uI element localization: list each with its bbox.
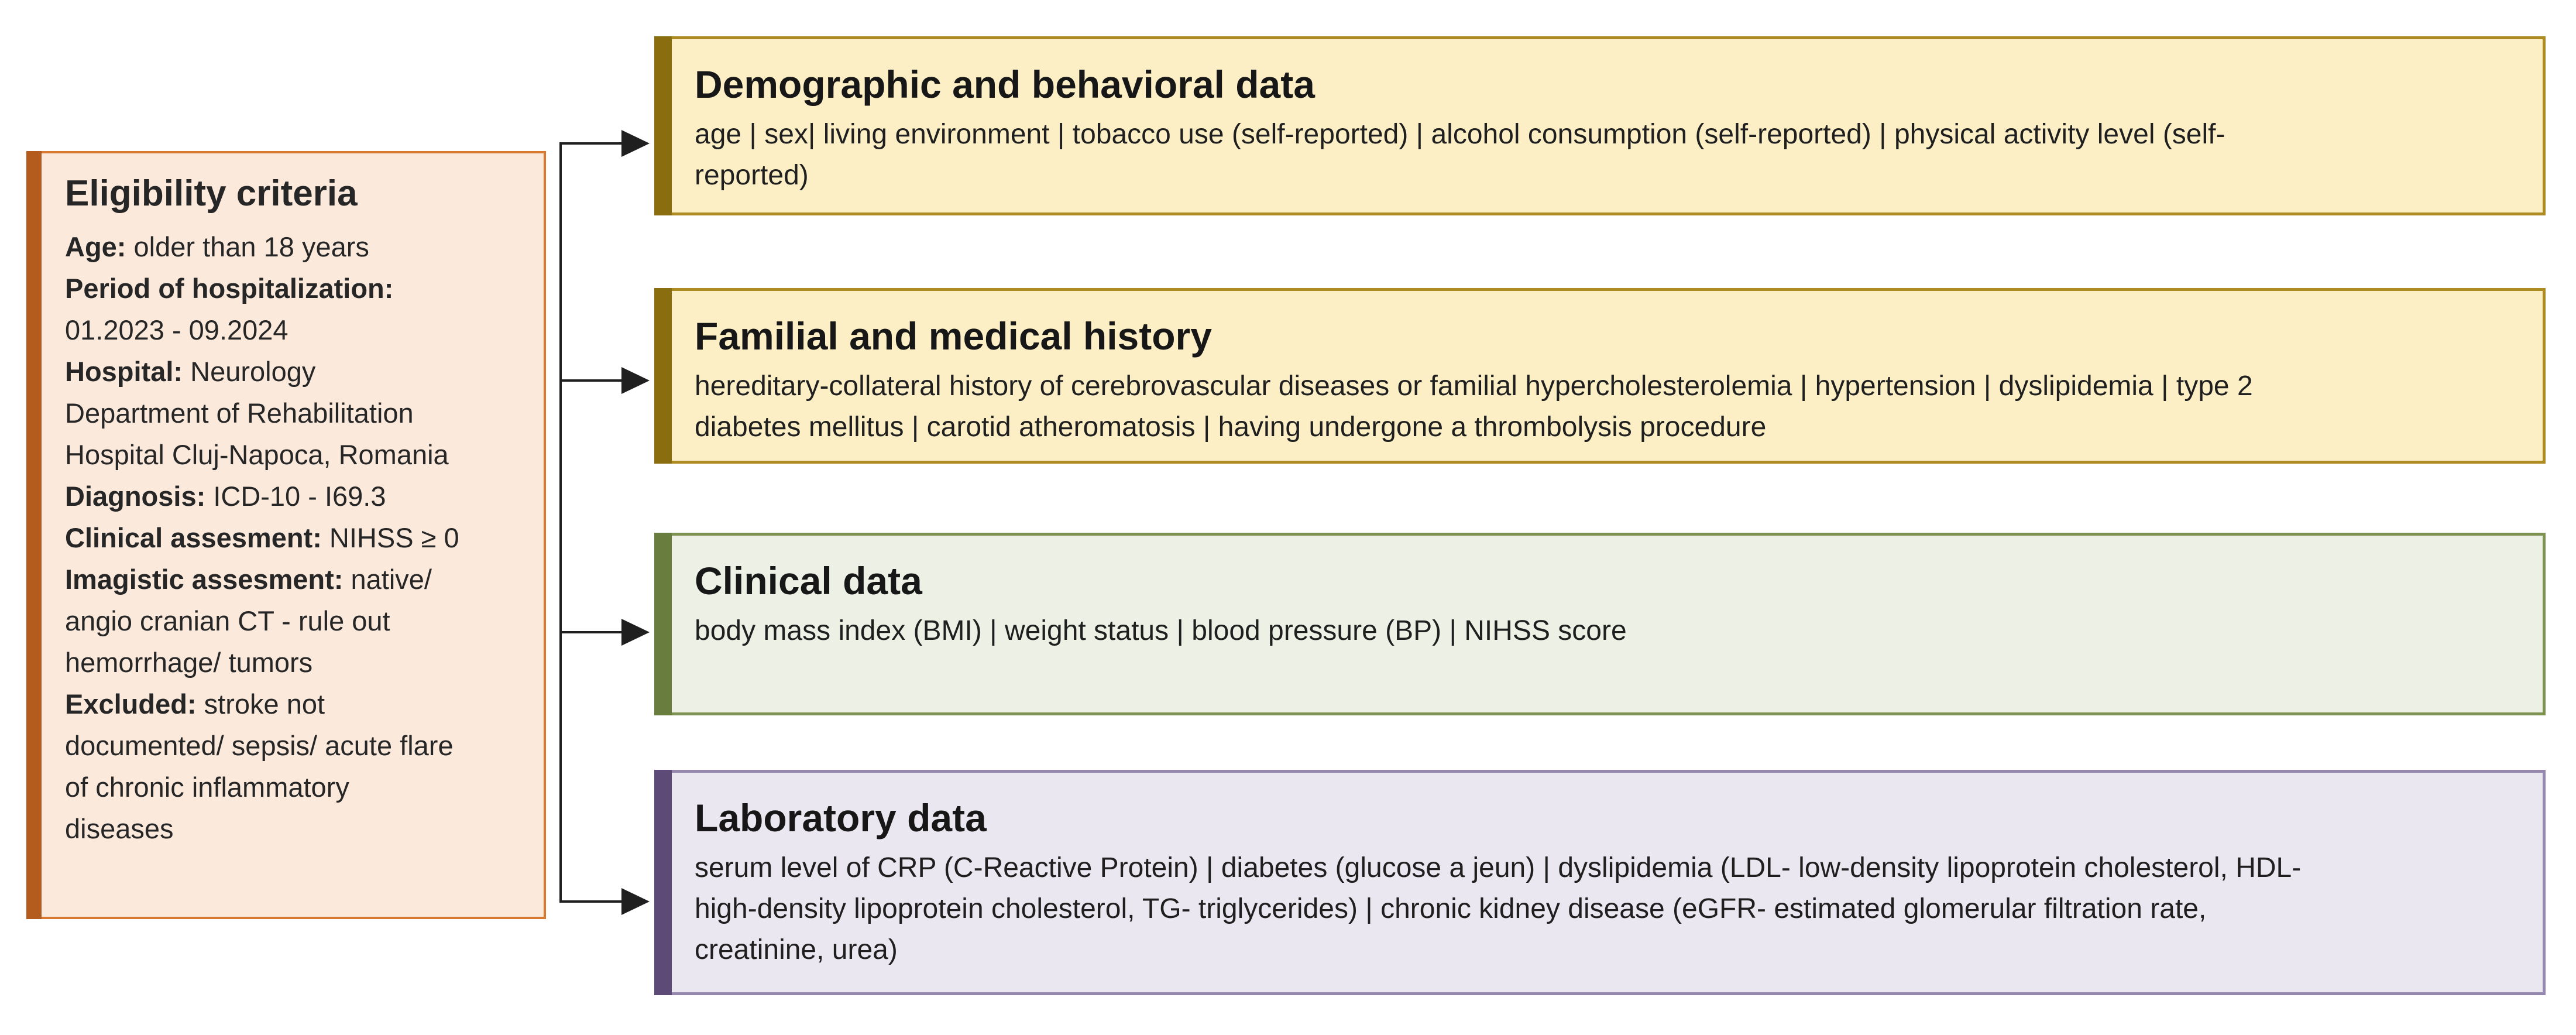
eligibility-line: 01.2023 - 09.2024 xyxy=(65,314,288,345)
category-body: hereditary-collateral history of cerebro… xyxy=(695,371,2253,443)
category-title: Demographic and behavioral data xyxy=(695,63,1315,106)
eligibility-line: Department of Rehabilitation xyxy=(65,397,414,429)
category-content: Clinical data body mass index (BMI) | we… xyxy=(695,557,2519,652)
eligibility-line: Excluded: stroke not xyxy=(65,688,325,719)
eligibility-line: Hospital: Neurology xyxy=(65,356,316,387)
eligibility-content: Eligibility criteria Age: older than 18 … xyxy=(65,171,527,849)
eligibility-line: angio cranian CT - rule out xyxy=(65,605,390,636)
category-title: Clinical data xyxy=(695,559,922,602)
category-accent-bar xyxy=(654,36,672,215)
eligibility-criteria-box: Eligibility criteria Age: older than 18 … xyxy=(26,151,546,919)
arrow-shaft-laboratory xyxy=(559,900,624,903)
eligibility-title: Eligibility criteria xyxy=(65,173,358,214)
eligibility-line: Clinical assesment: NIHSS ≥ 0 xyxy=(65,522,459,553)
arrow-shaft-familial xyxy=(559,379,624,382)
category-box-demographic: Demographic and behavioral data age | se… xyxy=(654,36,2546,215)
category-box-familial: Familial and medical history hereditary-… xyxy=(654,288,2546,464)
eligibility-line: hemorrhage/ tumors xyxy=(65,647,313,678)
arrowhead-demographic-icon xyxy=(621,130,650,157)
connector-trunk-line xyxy=(559,142,562,903)
eligibility-line: documented/ sepsis/ acute flare xyxy=(65,730,454,761)
category-title: Laboratory data xyxy=(695,796,987,839)
category-content: Laboratory data serum level of CRP (C-Re… xyxy=(695,794,2519,971)
category-box-laboratory: Laboratory data serum level of CRP (C-Re… xyxy=(654,770,2546,995)
eligibility-line-list: Age: older than 18 years Period of hospit… xyxy=(65,226,527,849)
arrow-shaft-clinical xyxy=(559,631,624,633)
eligibility-line: Diagnosis: ICD-10 - I69.3 xyxy=(65,481,386,512)
category-title: Familial and medical history xyxy=(695,314,1212,358)
category-content: Familial and medical history hereditary-… xyxy=(695,312,2519,448)
eligibility-line: of chronic inflammatory xyxy=(65,772,349,803)
category-body: body mass index (BMI) | weight status | … xyxy=(695,615,1627,646)
category-content: Demographic and behavioral data age | se… xyxy=(695,60,2519,196)
eligibility-line: Period of hospitalization: xyxy=(65,273,394,304)
eligibility-line: Imagistic assesment: native/ xyxy=(65,564,432,595)
arrowhead-laboratory-icon xyxy=(621,888,650,915)
category-accent-bar xyxy=(654,770,672,995)
eligibility-accent-bar xyxy=(26,151,42,919)
category-body: age | sex| living environment | tobacco … xyxy=(695,119,2225,191)
category-box-clinical: Clinical data body mass index (BMI) | we… xyxy=(654,533,2546,715)
arrowhead-clinical-icon xyxy=(621,619,650,646)
category-accent-bar xyxy=(654,533,672,715)
eligibility-line: diseases xyxy=(65,813,174,844)
category-accent-bar xyxy=(654,288,672,464)
eligibility-line: Hospital Cluj-Napoca, Romania xyxy=(65,439,449,470)
eligibility-line: Age: older than 18 years xyxy=(65,231,369,262)
arrowhead-familial-icon xyxy=(621,367,650,394)
arrow-shaft-demographic xyxy=(559,142,624,145)
category-body: serum level of CRP (C-Reactive Protein) … xyxy=(695,852,2302,965)
